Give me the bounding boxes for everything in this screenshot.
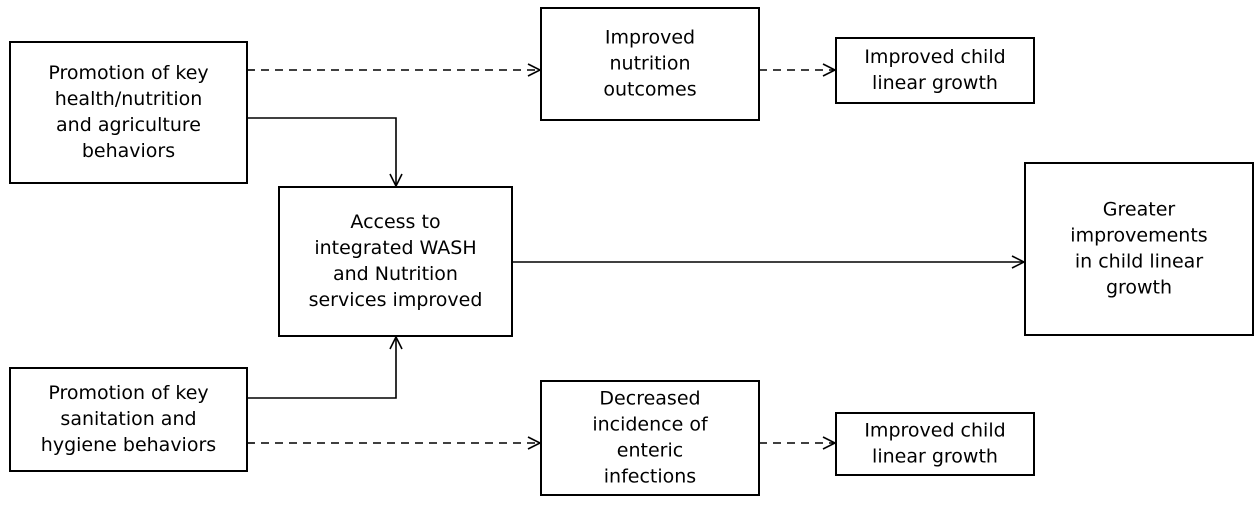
node-label: health/nutrition <box>55 88 203 110</box>
node-label: hygiene behaviors <box>41 434 216 456</box>
node-box <box>9 367 248 472</box>
node-label: sanitation and <box>60 408 196 430</box>
node-label: Improved <box>605 27 695 49</box>
node-label: Greater <box>1103 199 1176 221</box>
node-label: and Nutrition <box>333 263 458 285</box>
node-label: growth <box>1106 277 1172 299</box>
connectors <box>247 70 1024 443</box>
node-box <box>1024 162 1254 336</box>
node-label: services improved <box>309 289 483 311</box>
node-box <box>9 41 248 184</box>
node-label: and agriculture <box>56 114 201 136</box>
node-label: improvements <box>1070 225 1207 247</box>
node-label: nutrition <box>609 53 690 75</box>
node-label: behaviors <box>82 140 175 162</box>
node-label: integrated WASH <box>314 237 476 259</box>
node-label: Promotion of key <box>48 382 208 404</box>
node-label: Promotion of key <box>48 62 208 84</box>
node-box <box>540 380 760 496</box>
node-label: in child linear <box>1075 251 1203 273</box>
node-label: Improved child <box>864 420 1005 442</box>
node-box <box>540 7 760 121</box>
node-label: linear growth <box>872 446 998 468</box>
node-box <box>835 412 1035 476</box>
node-label: Improved child <box>864 46 1005 68</box>
node-label: infections <box>604 466 696 488</box>
node-label: outcomes <box>603 79 696 101</box>
arrow <box>247 337 396 399</box>
arrow <box>247 117 396 186</box>
node-label: Decreased <box>599 388 700 410</box>
node-label: Access to <box>350 211 440 233</box>
node-label: incidence of <box>592 414 709 436</box>
node-label: enteric <box>617 440 683 462</box>
node-box <box>278 186 513 337</box>
node-label: linear growth <box>872 72 998 94</box>
node-box <box>835 37 1035 104</box>
